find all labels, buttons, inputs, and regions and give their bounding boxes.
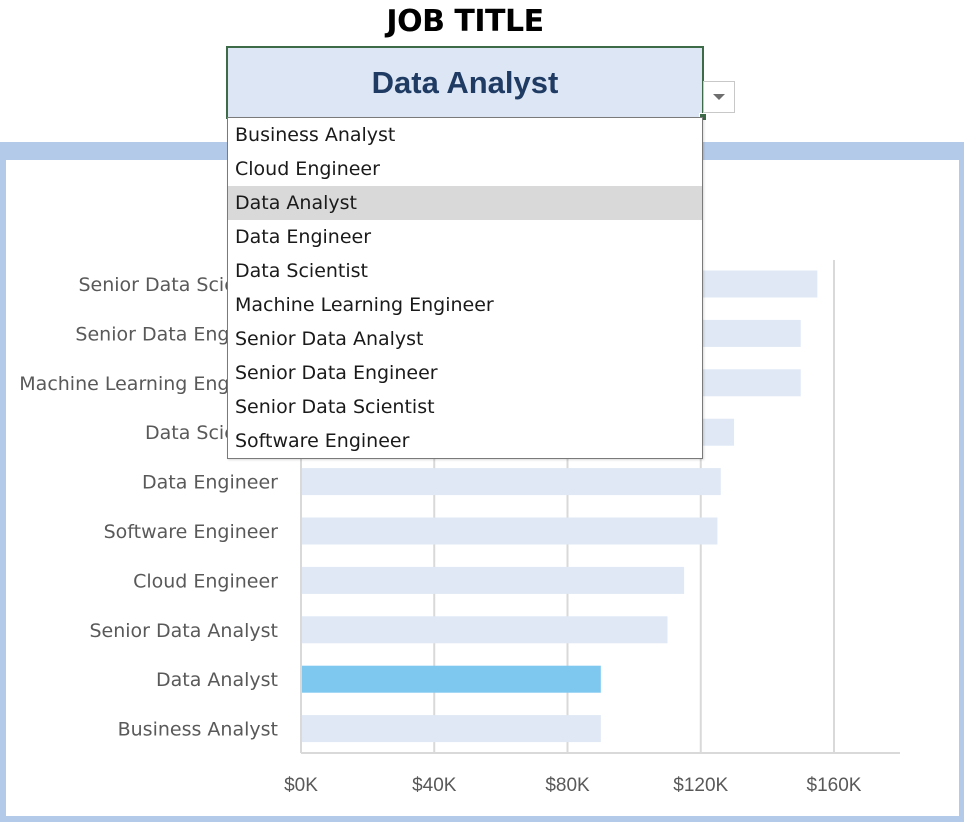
category-label: Cloud Engineer	[133, 570, 278, 592]
dropdown-option[interactable]: Machine Learning Engineer	[235, 294, 494, 316]
category-label: Software Engineer	[104, 521, 279, 543]
category-label: Data Analyst	[156, 669, 278, 691]
x-tick-label: $80K	[545, 775, 590, 796]
bar	[301, 468, 721, 496]
dropdown-option[interactable]: Cloud Engineer	[235, 158, 380, 180]
bar	[301, 566, 685, 594]
category-label: Business Analyst	[118, 719, 278, 741]
x-tick-label: $120K	[673, 775, 728, 796]
dropdown-option[interactable]: Software Engineer	[235, 430, 410, 452]
dropdown-option[interactable]: Data Engineer	[235, 226, 372, 248]
job-title-select-cell[interactable]: Data Analyst	[226, 46, 704, 119]
bar	[301, 616, 668, 644]
chevron-down-icon	[713, 94, 725, 100]
dropdown-option[interactable]: Senior Data Analyst	[235, 328, 424, 350]
category-label: Senior Data Analyst	[89, 620, 278, 642]
dropdown-option[interactable]: Senior Data Engineer	[235, 362, 438, 384]
dropdown-arrow-button[interactable]	[703, 81, 735, 113]
bar	[301, 665, 601, 693]
x-tick-label: $160K	[807, 775, 862, 796]
x-tick-label: $0K	[284, 775, 318, 796]
job-title-dropdown-list[interactable]: Business Analyst Cloud Engineer Data Analy…	[227, 117, 703, 459]
bar	[301, 715, 601, 743]
x-tick-label: $40K	[412, 775, 457, 796]
bar	[301, 517, 718, 545]
dropdown-option[interactable]: Data Scientist	[235, 260, 368, 282]
dropdown-option[interactable]: Senior Data Scientist	[235, 396, 435, 418]
dropdown-option[interactable]: Data Analyst	[228, 186, 702, 220]
category-label: Data Engineer	[142, 472, 278, 494]
category-label: Machine Learning Engineer	[19, 373, 278, 395]
job-title-label: JOB TITLE	[386, 4, 544, 39]
dropdown-option[interactable]: Business Analyst	[235, 124, 396, 146]
